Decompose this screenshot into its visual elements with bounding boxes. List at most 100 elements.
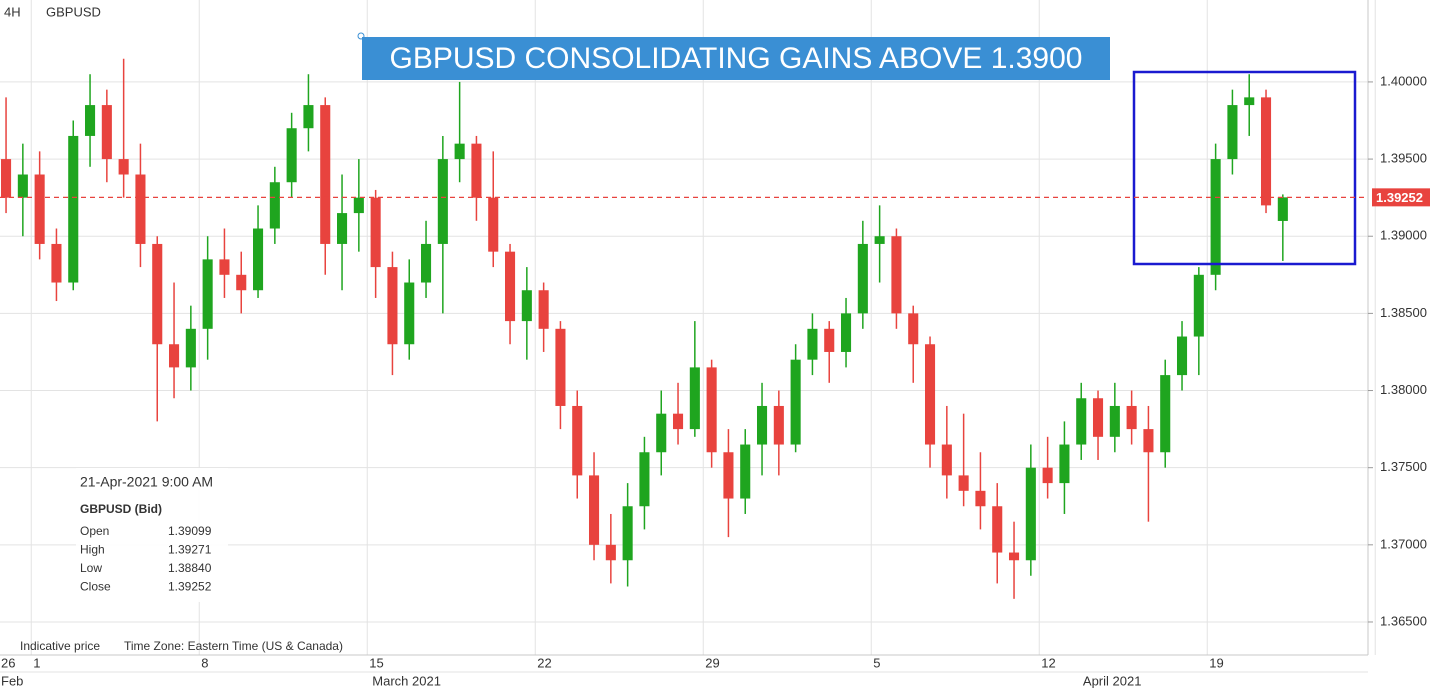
candle-body — [807, 328, 818, 360]
highlight-box — [1132, 70, 1357, 266]
candle-body — [706, 367, 717, 453]
y-tick-label: 1.38000 — [1380, 382, 1427, 397]
x-tick-label: 5 — [873, 655, 880, 670]
info-label: High — [80, 543, 105, 557]
candle-body — [723, 452, 734, 499]
info-rows: Open 1.39099 High 1.39271 Low 1.38840 Close 1.3… — [80, 524, 212, 594]
candle-body — [756, 405, 768, 445]
candle-body — [269, 182, 280, 229]
candle-body — [891, 236, 902, 314]
candle-body — [337, 213, 348, 244]
candle-body — [17, 174, 28, 198]
candles — [1, 58, 1288, 599]
candle-body — [588, 475, 600, 545]
candle-body — [421, 243, 432, 283]
candle-body — [1059, 444, 1070, 484]
candle-body — [1227, 105, 1238, 160]
candle-body — [958, 475, 969, 491]
candle-body — [185, 328, 196, 368]
candle-body — [740, 444, 751, 499]
candle-body — [118, 159, 129, 175]
candle-body — [387, 267, 398, 345]
x-tick-label: 29 — [705, 655, 719, 670]
info-value: 1.39099 — [168, 524, 212, 538]
month-label: March 2021 — [372, 673, 441, 688]
candle-body — [236, 274, 247, 291]
timeframe: 4H — [4, 4, 21, 19]
candle-body — [68, 135, 79, 283]
candle-body — [504, 251, 516, 322]
candle-body — [656, 413, 667, 453]
candle-body — [1277, 197, 1288, 221]
candle-body — [857, 243, 868, 314]
candle-body — [286, 128, 297, 183]
candle-body — [1244, 97, 1255, 106]
info-value: 1.39271 — [168, 543, 212, 557]
candle-body — [1008, 552, 1020, 561]
info-title: GBPUSD (Bid) — [80, 502, 162, 516]
candle-body — [689, 367, 700, 430]
last-price-tag — [1372, 188, 1430, 207]
anchor-dot — [357, 32, 365, 40]
info-box — [76, 468, 228, 602]
candle-body — [303, 105, 314, 129]
x-tick-label: 26 — [1, 655, 15, 670]
candle-body — [572, 405, 583, 476]
candle-body — [790, 359, 801, 445]
x-tick-label: 1 — [33, 655, 40, 670]
x-tick-label: 12 — [1041, 655, 1055, 670]
candle-body — [135, 174, 146, 244]
candle-body — [773, 405, 784, 445]
candle-body — [639, 452, 650, 507]
candle-body — [101, 105, 112, 160]
candle-body — [437, 159, 448, 244]
y-tick-label: 1.39500 — [1380, 151, 1427, 166]
candle-body — [34, 174, 45, 244]
candle-body — [51, 243, 62, 283]
candle-body — [1025, 467, 1036, 561]
title-box — [362, 37, 1110, 80]
candle-body — [908, 313, 919, 345]
candle-body — [874, 236, 885, 244]
candle-body — [992, 506, 1003, 553]
x-axis-labels: 26 1 8 15 22 29 5 12 19 26 Feb March 2021 April 2021 — [1, 655, 1391, 688]
y-tick-label: 1.37000 — [1380, 536, 1427, 551]
candle-body — [555, 328, 566, 406]
candle-body — [538, 290, 549, 329]
grid — [0, 0, 1376, 655]
candle-body — [353, 197, 364, 214]
candle-body — [824, 328, 835, 352]
x-tick-label: 8 — [201, 655, 208, 670]
y-tick-label: 1.37500 — [1380, 459, 1427, 474]
candle-body — [1092, 398, 1104, 437]
candle-body — [1, 159, 12, 198]
y-tick-label: 1.39000 — [1380, 228, 1427, 243]
candle-body — [1109, 405, 1120, 437]
candle-body — [840, 313, 852, 352]
candle-body — [253, 228, 264, 291]
candle-body — [1143, 429, 1154, 453]
footer-timezone: Time Zone: Eastern Time (US & Canada) — [124, 639, 343, 653]
candle-body — [1160, 375, 1171, 453]
y-tick-label: 1.36500 — [1380, 613, 1427, 628]
candle-body — [941, 444, 952, 476]
candle-body — [1176, 336, 1188, 376]
candle-body — [1193, 274, 1204, 337]
candle-body — [471, 143, 482, 198]
candle-body — [672, 413, 684, 430]
candle-body — [404, 282, 415, 345]
last-price-label: 1.39252 — [1376, 190, 1423, 205]
candle-body — [454, 143, 465, 160]
candle-body — [85, 105, 96, 136]
candle-body — [924, 344, 936, 445]
x-tick-label: 26 — [1377, 655, 1391, 670]
info-value: 1.39252 — [168, 580, 212, 594]
month-label: April 2021 — [1083, 673, 1142, 688]
candle-body — [1042, 467, 1053, 484]
candle-body — [202, 259, 213, 329]
candle-body — [169, 344, 180, 368]
candle-body — [488, 197, 499, 252]
candle-body — [605, 544, 616, 561]
x-tick-label: 22 — [537, 655, 551, 670]
